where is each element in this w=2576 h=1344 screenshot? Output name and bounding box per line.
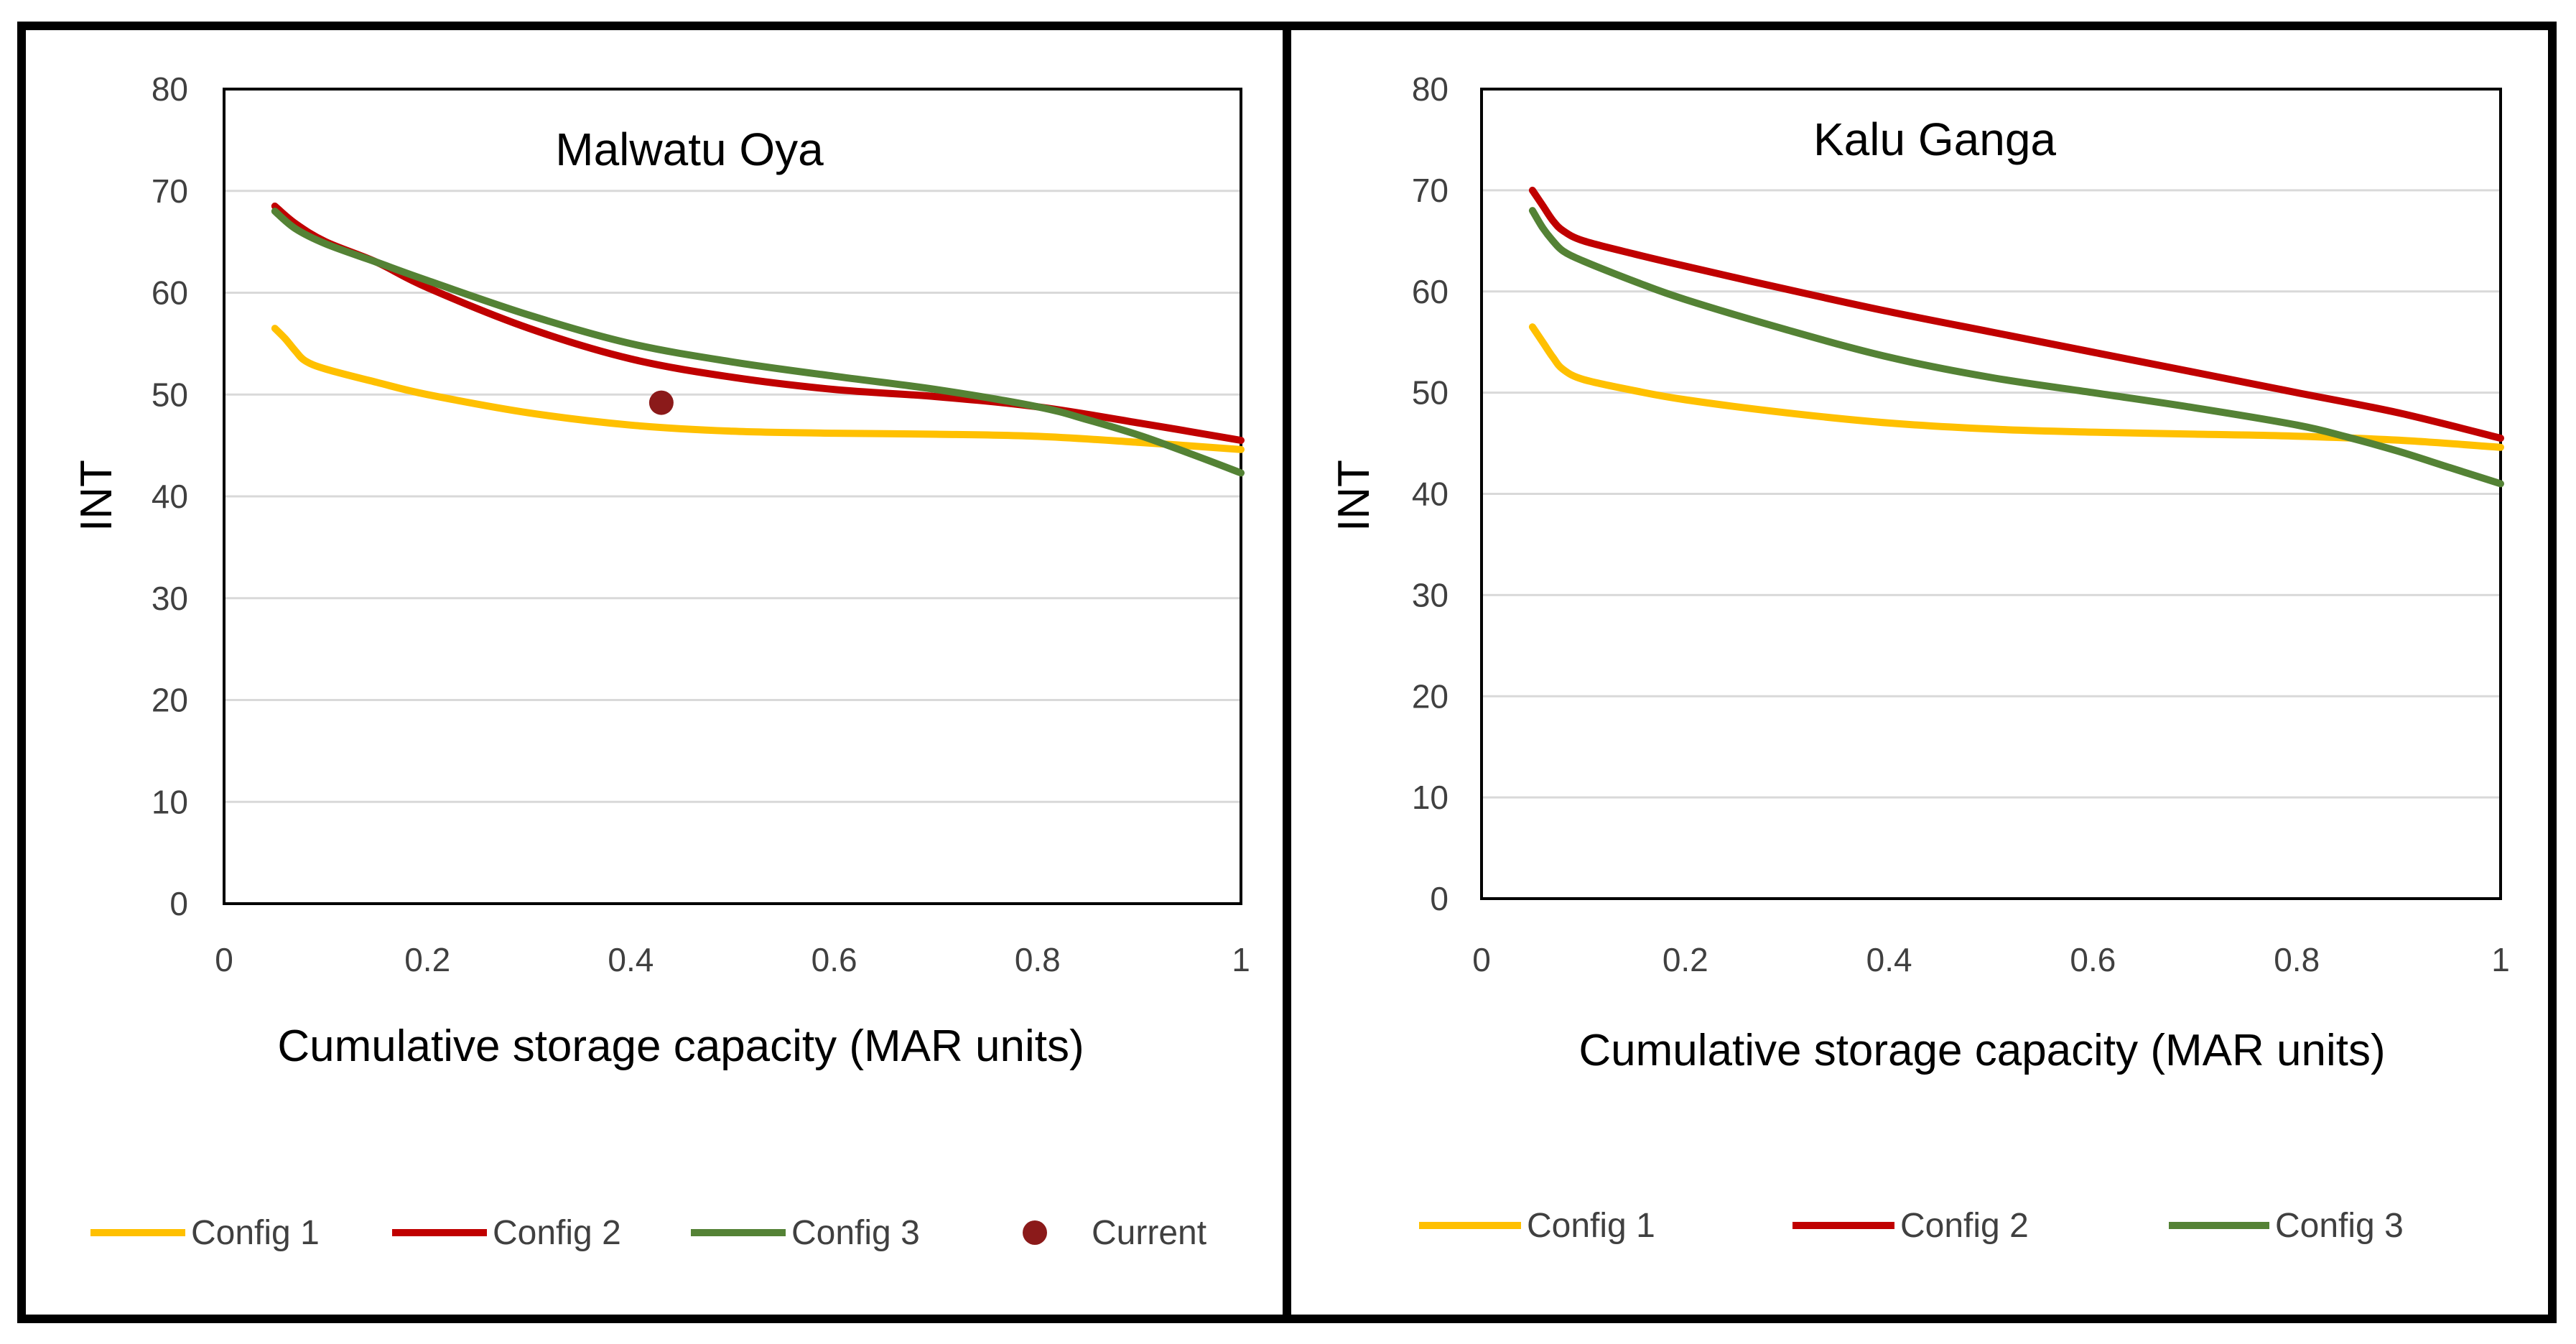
y-tick-label: 40 [152, 478, 188, 515]
x-tick-label: 0.8 [1015, 941, 1061, 978]
x-tick-label: 1 [2491, 941, 2510, 978]
legend-item-config-1: Config 1 [1419, 1207, 1655, 1245]
legend-label-config-2: Config 2 [1900, 1207, 2029, 1245]
legend-item-config-2: Config 2 [1792, 1207, 2029, 1245]
y-tick-label: 30 [1412, 576, 1449, 613]
y-tick-label: 0 [1430, 880, 1449, 917]
legend-label-config-3: Config 3 [2275, 1207, 2404, 1245]
y-tick-label: 50 [1412, 374, 1449, 412]
y-tick-label: 80 [152, 70, 188, 108]
legend-label-config-1: Config 1 [1527, 1207, 1655, 1245]
plot-border [223, 88, 1242, 905]
legend: Config 1 Config 2 Config 3 Current [90, 1214, 1206, 1252]
legend-item-config-2: Config 2 [392, 1214, 621, 1252]
y-tick-label: 80 [1412, 70, 1449, 108]
plot-border [1480, 88, 2502, 900]
point-current [648, 390, 674, 415]
x-axis-title: Cumulative storage capacity (MAR units) [1578, 1026, 2385, 1075]
plot-area-group: 0 10 20 30 40 50 60 70 80 0 0.2 0.4 0.6 0.8 1 [1412, 70, 2510, 978]
legend-label-current: Current [1092, 1214, 1206, 1252]
y-axis-title: INT [1329, 460, 1379, 532]
series-line-config-1 [1528, 323, 2504, 451]
y-axis-title: INT [72, 460, 121, 532]
y-tick-label: 30 [152, 580, 188, 617]
x-axis-title: Cumulative storage capacity (MAR units) [277, 1021, 1084, 1071]
x-tick-label: 0.4 [1866, 941, 1912, 978]
x-tick-label: 0 [215, 941, 233, 978]
legend-marker-current [1023, 1220, 1047, 1245]
series-line-config-1 [271, 325, 1245, 453]
chart-title: Kalu Ganga [1813, 113, 2056, 165]
y-tick-label: 40 [1412, 476, 1449, 513]
legend-item-config-3: Config 3 [2169, 1207, 2404, 1245]
legend-item-config-1: Config 1 [90, 1214, 320, 1252]
y-tick-label: 70 [1412, 172, 1449, 209]
y-tick-label: 0 [169, 885, 188, 922]
y-tick-label: 50 [152, 376, 188, 413]
legend-label-config-1: Config 1 [191, 1214, 320, 1252]
x-tick-label: 0.8 [2274, 941, 2320, 978]
series-line-config-3 [271, 208, 1245, 477]
y-tick-label: 10 [1412, 779, 1449, 816]
x-tick-label: 0.4 [608, 941, 654, 978]
legend-item-current: Current [1023, 1214, 1206, 1252]
y-tick-label: 20 [1412, 677, 1449, 715]
y-tick-label: 60 [1412, 273, 1449, 310]
legend: Config 1 Config 2 Config 3 [1419, 1207, 2404, 1245]
y-tick-label: 10 [152, 783, 188, 820]
x-tick-label: 0 [1472, 941, 1491, 978]
panel-kalu-ganga: 0 10 20 30 40 50 60 70 80 0 0.2 0.4 0.6 0.8 1 Kalu Gan… [1283, 22, 2557, 1323]
panel-frame [1283, 22, 2557, 1323]
x-tick-label: 0.2 [404, 941, 450, 978]
x-tick-label: 0.6 [812, 941, 857, 978]
chart-title: Malwatu Oya [555, 124, 824, 175]
legend-label-config-2: Config 2 [493, 1214, 621, 1252]
series-line-config-2 [1528, 186, 2504, 442]
y-tick-label: 70 [152, 172, 188, 210]
x-tick-label: 1 [1232, 941, 1250, 978]
legend-item-config-3: Config 3 [691, 1214, 920, 1252]
series-line-config-3 [1528, 207, 2504, 488]
legend-label-config-3: Config 3 [791, 1214, 920, 1252]
plot-area-group: 0 10 20 30 40 50 60 70 80 0 0.2 0.4 0.6 0.8 1 [152, 70, 1250, 978]
x-tick-label: 0.6 [2070, 941, 2116, 978]
y-tick-label: 20 [152, 682, 188, 719]
x-tick-label: 0.2 [1663, 941, 1708, 978]
panel-malwatu-oya: 0 10 20 30 40 50 60 70 80 0 0.2 0.4 0.6 0.8 1 Malwatu … [17, 22, 1291, 1323]
y-tick-label: 60 [152, 274, 188, 312]
